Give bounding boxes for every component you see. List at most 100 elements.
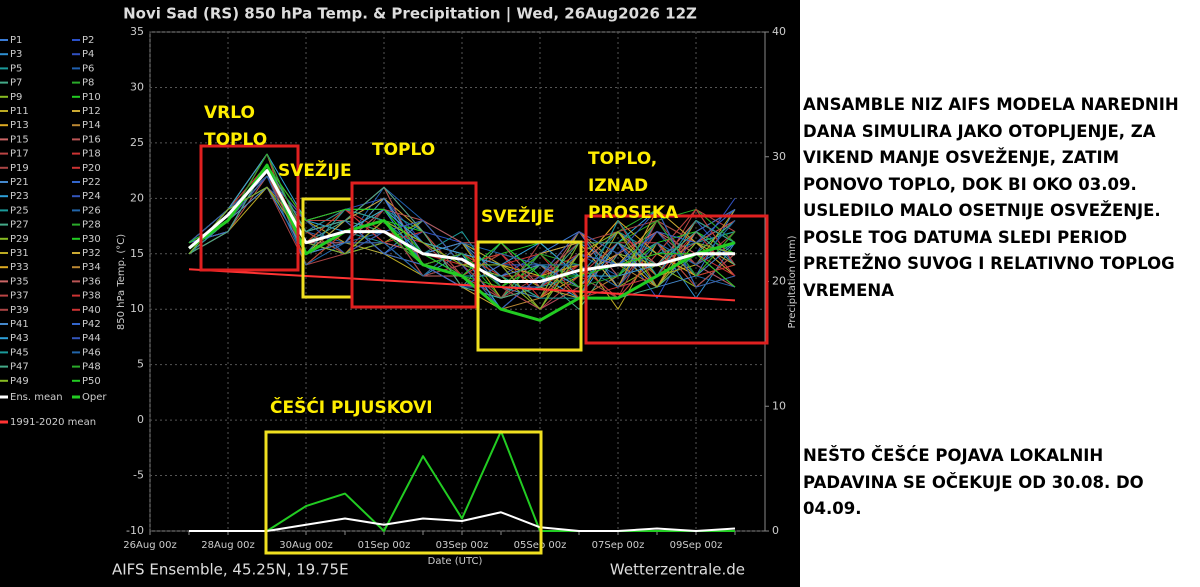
legend-label: P17	[10, 149, 29, 160]
y-tick-label: 15	[130, 247, 144, 260]
annotation: TOPLO, IZNAD PROSEKA	[588, 149, 679, 223]
legend-label: 1991-2020 mean	[10, 417, 96, 428]
legend-label: P41	[10, 319, 29, 330]
legend-label: P20	[82, 163, 101, 174]
legend-label: P22	[82, 177, 101, 188]
y-tick-label: 5	[137, 358, 144, 371]
legend-label: P24	[82, 191, 101, 202]
y-tick-label: 25	[130, 136, 144, 149]
plot-area: -10 -5 0 5 10 15 20 25 30 35 0 10 20 30 40 26Aug 00z 28A…	[123, 25, 786, 551]
footer-left: AIFS Ensemble, 45.25N, 19.75E	[112, 561, 349, 579]
series-line	[188, 268, 736, 302]
series-line	[188, 186, 736, 310]
x-tick-label: 26Aug 00z	[123, 540, 176, 551]
legend-label: P2	[82, 35, 94, 46]
y2-tick-label: 40	[772, 25, 786, 38]
legend-label: P21	[10, 177, 29, 188]
box	[350, 181, 478, 309]
y-tick-label: 20	[130, 191, 144, 204]
box	[476, 240, 583, 352]
annotation: ČEŠĆI PLJUSKOVI	[270, 398, 433, 418]
legend-label: P39	[10, 305, 29, 316]
x-tick-label: 07Sep 00z	[592, 540, 645, 551]
legend-label: P16	[82, 134, 101, 145]
legend-label: P23	[10, 191, 29, 202]
legend-label: P38	[82, 291, 101, 302]
legend-label: P10	[82, 92, 101, 103]
x-tick-label: 03Sep 00z	[436, 540, 489, 551]
footer-right: Wetterzentrale.de	[610, 561, 745, 579]
legend-label: P27	[10, 220, 29, 231]
series-line	[188, 169, 735, 283]
annotation: SVEŽIJE	[481, 207, 555, 227]
text-paragraph: ANSAMBLE NIZ AIFS MODELA NAREDNIH DANA S…	[803, 95, 1179, 300]
legend-label: P18	[82, 149, 101, 160]
annotation-boxes	[199, 144, 769, 555]
y-axis-label: 850 hPa Temp. (°C)	[116, 234, 127, 330]
y-tick-label: -10	[126, 524, 144, 537]
legend-label: P35	[10, 276, 29, 287]
legend-label: P19	[10, 163, 29, 174]
legend-label: P28	[82, 220, 101, 231]
x-axis-label: Date (UTC)	[428, 556, 483, 567]
annotation: SVEŽIJE	[278, 161, 352, 181]
y-tick-label: 10	[130, 302, 144, 315]
legend-label: P44	[82, 333, 101, 344]
legend-label: P29	[10, 234, 29, 245]
legend-label: P26	[82, 205, 101, 216]
precip-line	[189, 511, 736, 532]
legend-label: P45	[10, 347, 29, 358]
legend-label: P7	[10, 78, 22, 89]
legend-label: P34	[82, 262, 101, 273]
x-tick-label: 09Sep 00z	[670, 540, 723, 551]
legend-label: P30	[82, 234, 101, 245]
x-tick-label: 28Aug 00z	[201, 540, 254, 551]
legend-label: P49	[10, 376, 29, 387]
y-tick-label: -5	[133, 469, 144, 482]
legend-label: P40	[82, 305, 101, 316]
legend-label: P50	[82, 376, 101, 387]
legend-label: P14	[82, 120, 101, 131]
chart-title: Novi Sad (RS) 850 hPa Temp. & Precipitat…	[123, 5, 697, 24]
legend-label: P11	[10, 106, 29, 117]
legend-label: P3	[10, 49, 22, 60]
y2-tick-label: 20	[772, 275, 786, 288]
legend-label: P8	[82, 78, 94, 89]
legend-label: P46	[82, 347, 101, 358]
box	[264, 430, 543, 555]
x-tick-label: 30Aug 00z	[279, 540, 332, 551]
box	[584, 214, 769, 345]
precip-line	[189, 430, 735, 532]
legend-label: P4	[82, 49, 94, 60]
legend-label: P33	[10, 262, 29, 273]
legend-label: Oper	[82, 392, 107, 403]
y2-axis-label: Precipitation (mm)	[787, 235, 798, 328]
y-tick-label: 0	[137, 413, 144, 426]
y2-tick-label: 10	[772, 399, 786, 412]
legend-label: P1	[10, 35, 22, 46]
y-tick-label: 35	[130, 25, 144, 38]
legend-label: P32	[82, 248, 101, 259]
legend-label: P37	[10, 291, 29, 302]
legend-label: P13	[10, 120, 29, 131]
legend-label: P15	[10, 134, 29, 145]
legend-label: P43	[10, 333, 29, 344]
legend-label: P47	[10, 362, 29, 373]
y-tick-label: 30	[130, 80, 144, 93]
legend-label: P36	[82, 276, 101, 287]
annotation: VRLO TOPLO	[204, 103, 268, 150]
annotation: TOPLO	[372, 140, 436, 160]
x-tick-label: 01Sep 00z	[358, 540, 411, 551]
chart: Novi Sad (RS) 850 hPa Temp. & Precipitat…	[0, 0, 800, 587]
legend-label: P31	[10, 248, 29, 259]
y2-tick-label: 30	[772, 150, 786, 163]
legend-label: P48	[82, 362, 101, 373]
box	[199, 144, 300, 272]
legend: P1 P2 P3 P4 P5 P6 P7 P8 P9 P10 P11 P12 P13 P14 P15 P16 P…	[0, 35, 107, 428]
legend-label: P6	[82, 63, 94, 74]
legend-label: P12	[82, 106, 101, 117]
text-paragraph: NEŠTO ČEŠĆE POJAVA LOKALNIH PADAVINA SE …	[803, 446, 1144, 518]
legend-label: P5	[10, 63, 22, 74]
legend-label: P42	[82, 319, 101, 330]
